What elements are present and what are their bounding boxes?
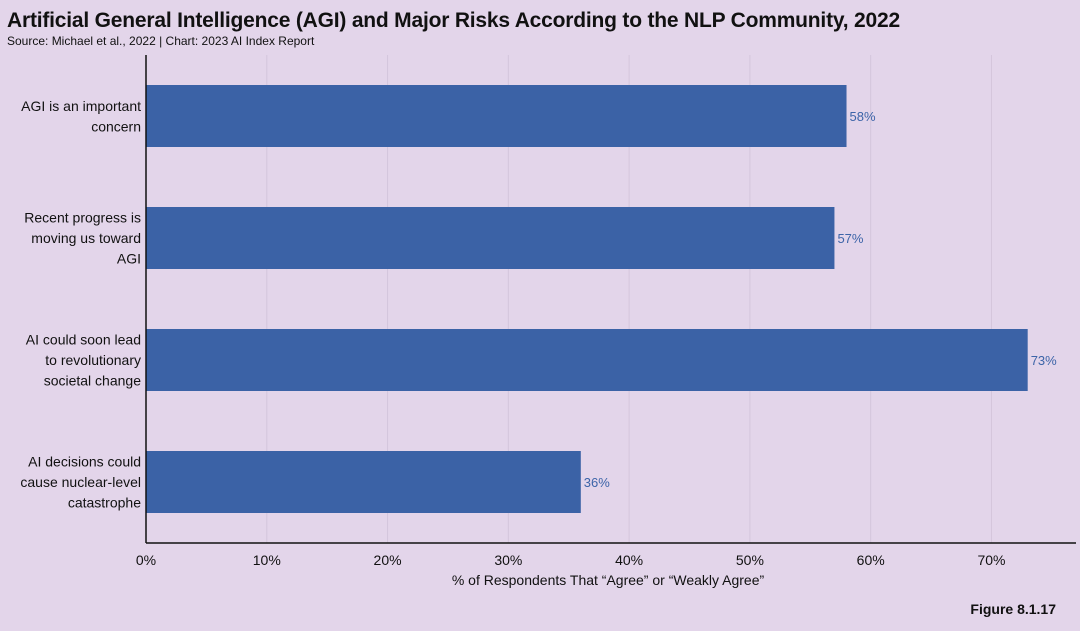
category-label: AGI is an important concern bbox=[21, 98, 141, 135]
x-tick-label: 0% bbox=[136, 552, 156, 568]
x-tick-label: 40% bbox=[615, 552, 643, 568]
x-axis-title: % of Respondents That “Agree” or “Weakly… bbox=[452, 572, 765, 588]
category-label: AI decisions could cause nuclear-level cat… bbox=[20, 454, 141, 511]
bar bbox=[146, 85, 847, 147]
category-labels: AGI is an important concern Recent progres… bbox=[20, 98, 141, 511]
bar bbox=[146, 329, 1028, 391]
chart-title: Artificial General Intelligence (AGI) an… bbox=[7, 9, 900, 32]
x-tick-label: 60% bbox=[857, 552, 885, 568]
x-tick-label: 20% bbox=[374, 552, 402, 568]
x-tick-label: 70% bbox=[977, 552, 1005, 568]
bar-value-label: 73% bbox=[1031, 353, 1057, 368]
bar-value-label: 36% bbox=[584, 475, 610, 490]
x-tick-label: 30% bbox=[494, 552, 522, 568]
x-tick-label: 50% bbox=[736, 552, 764, 568]
x-tick-label: 10% bbox=[253, 552, 281, 568]
bar bbox=[146, 207, 835, 269]
bar-value-label: 58% bbox=[850, 109, 876, 124]
bars: 58% 57% 73% 36% bbox=[146, 85, 1057, 513]
figure-number: Figure 8.1.17 bbox=[970, 601, 1056, 617]
category-label: AI could soon lead to revolutionary societ… bbox=[26, 332, 141, 389]
bar-value-label: 57% bbox=[837, 231, 863, 246]
x-tick-labels: 0% 10% 20% 30% 40% 50% 60% 70% bbox=[136, 552, 1006, 568]
bar bbox=[146, 451, 581, 513]
chart-subtitle: Source: Michael et al., 2022 | Chart: 20… bbox=[7, 34, 315, 48]
category-label: Recent progress is moving us toward AGI bbox=[24, 210, 141, 267]
